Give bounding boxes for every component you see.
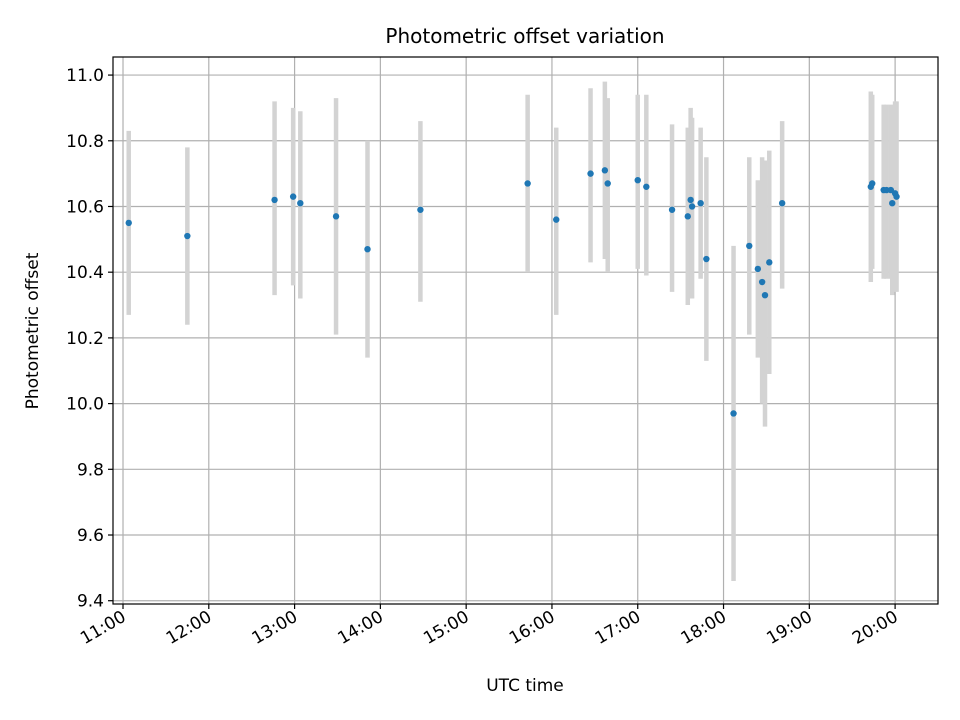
y-tick-label: 10.6: [66, 197, 104, 217]
data-point: [524, 180, 531, 187]
grid: [113, 57, 938, 604]
data-point: [687, 196, 694, 204]
data-point: [297, 199, 304, 207]
data-point: [697, 199, 704, 207]
data-point: [604, 180, 611, 187]
data-point: [289, 193, 297, 200]
y-tick-label: 10.4: [66, 263, 104, 283]
data-point: [889, 199, 896, 207]
data-point: [634, 176, 641, 184]
data-point: [553, 216, 560, 223]
data-point: [778, 199, 786, 207]
y-tick-label: 10.8: [66, 132, 104, 152]
data-point: [746, 242, 753, 250]
data-point: [601, 167, 609, 174]
y-axis-label: Photometric offset: [23, 252, 43, 409]
y-tick-label: 9.6: [77, 526, 104, 546]
y-tick-label: 10.0: [66, 395, 104, 415]
data-point: [417, 206, 424, 213]
y-tick-label: 9.4: [77, 592, 104, 612]
chart-title: Photometric offset variation: [385, 24, 664, 48]
x-axis-label: UTC time: [486, 676, 564, 696]
data-point: [766, 259, 773, 266]
data-point: [761, 291, 769, 299]
data-point: [271, 196, 278, 204]
data-point: [869, 180, 876, 187]
data-point: [125, 219, 132, 227]
data-point: [332, 213, 340, 220]
data-point: [668, 206, 676, 213]
y-axis-ticks: 9.4 9.6 9.8 10.0 10.2 10.4 10.6 10.8 11.0: [66, 66, 113, 612]
plot-frame: [112, 56, 939, 605]
data-point: [758, 278, 766, 286]
data-points: [125, 167, 900, 417]
data-point: [688, 203, 696, 210]
data-point: [364, 245, 371, 253]
data-point: [893, 193, 900, 200]
data-point: [184, 232, 191, 240]
data-point: [684, 213, 691, 220]
data-point: [643, 183, 650, 190]
data-point: [587, 170, 594, 177]
data-point: [754, 265, 762, 273]
y-tick-label: 10.2: [66, 329, 104, 349]
y-tick-label: 11.0: [66, 66, 104, 86]
data-point: [730, 410, 737, 417]
data-point: [703, 255, 710, 263]
y-tick-label: 9.8: [77, 460, 104, 480]
